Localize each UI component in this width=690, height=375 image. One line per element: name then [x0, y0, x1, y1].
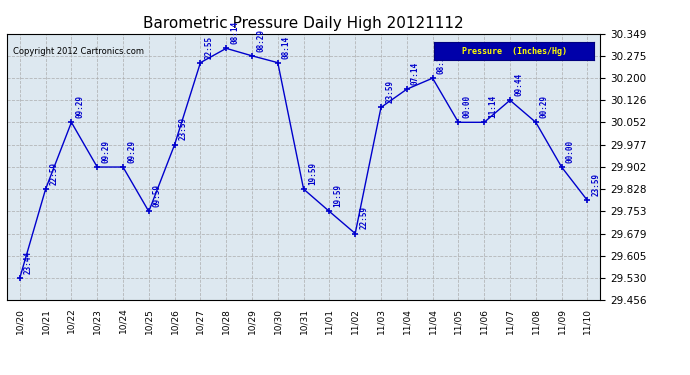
- Text: 23:59: 23:59: [179, 117, 188, 141]
- Text: 07:14: 07:14: [411, 62, 420, 85]
- Text: Copyright 2012 Cartronics.com: Copyright 2012 Cartronics.com: [13, 47, 144, 56]
- Text: 00:00: 00:00: [566, 140, 575, 163]
- Text: 22:59: 22:59: [359, 206, 368, 230]
- Text: 23:59: 23:59: [591, 173, 600, 196]
- Text: 19:59: 19:59: [333, 184, 342, 207]
- Text: 22:55: 22:55: [204, 35, 214, 58]
- Text: 08:29: 08:29: [256, 28, 265, 52]
- Title: Barometric Pressure Daily High 20121112: Barometric Pressure Daily High 20121112: [144, 16, 464, 31]
- Text: 11:14: 11:14: [489, 95, 497, 118]
- Text: 09:44: 09:44: [514, 73, 523, 96]
- Text: 09:59: 09:59: [153, 184, 162, 207]
- Text: 08:14: 08:14: [230, 21, 239, 44]
- Text: 23:44: 23:44: [24, 251, 33, 274]
- Text: 22:59: 22:59: [50, 162, 59, 185]
- Text: 23:59: 23:59: [385, 80, 394, 103]
- Text: 08:14: 08:14: [437, 51, 446, 74]
- Text: 00:00: 00:00: [462, 95, 471, 118]
- Text: 00:29: 00:29: [540, 95, 549, 118]
- Text: 08:14: 08:14: [282, 35, 291, 58]
- Text: 09:29: 09:29: [127, 140, 136, 163]
- Text: 09:29: 09:29: [101, 140, 110, 163]
- Text: 09:29: 09:29: [76, 95, 85, 118]
- Text: 19:59: 19:59: [308, 162, 317, 185]
